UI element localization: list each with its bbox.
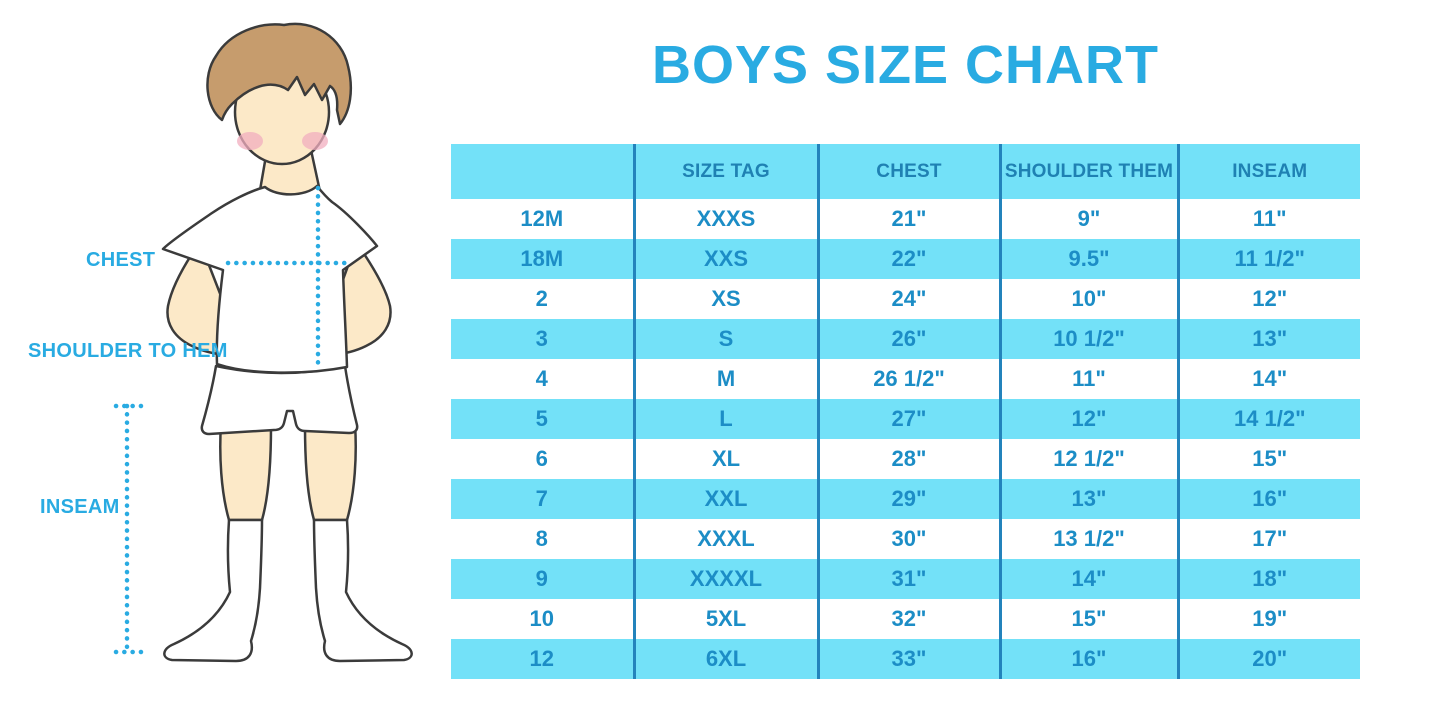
cell-size-tag: S: [632, 319, 818, 359]
table-row: 6 XL 28" 12 1/2" 15": [451, 439, 1360, 479]
cell-size: 7: [535, 486, 548, 511]
cell-size: 12: [529, 646, 554, 671]
cell-shoulder-hem: 14": [998, 559, 1178, 599]
cell-size-tag: M: [632, 359, 818, 399]
cell-shoulder-hem: 12": [998, 399, 1178, 439]
figure-blush-left: [237, 132, 263, 150]
cell-size: 10: [529, 606, 554, 631]
cell-chest: 30": [816, 519, 1000, 559]
cell-size: 9: [535, 566, 548, 591]
cell-inseam: 13": [1176, 319, 1360, 359]
cell-shoulder-hem: 9": [998, 199, 1178, 239]
cell-inseam: 14 1/2": [1176, 399, 1360, 439]
cell-inseam: 18": [1176, 559, 1360, 599]
cell-size: 4: [535, 366, 548, 391]
cell-chest: 21": [816, 199, 1000, 239]
chest-label: CHEST: [86, 249, 156, 271]
figure-hair: [206, 22, 352, 126]
cell-size-tag: 5XL: [632, 599, 818, 639]
table-row: 7 XXL 29" 13" 16": [451, 479, 1360, 519]
cell-size-tag: XXS: [632, 239, 818, 279]
header-cell-chest: CHEST: [816, 144, 1000, 199]
cell-inseam: 16": [1176, 479, 1360, 519]
cell-inseam: 19": [1176, 599, 1360, 639]
cell-chest: 27": [816, 399, 1000, 439]
header-cell-inseam: INSEAM: [1176, 144, 1360, 199]
cell-size-tag: XL: [632, 439, 818, 479]
cell-chest: 28": [816, 439, 1000, 479]
cell-shoulder-hem: 9.5": [998, 239, 1178, 279]
header-cell-size-tag: SIZE TAG: [632, 144, 818, 199]
page-title: BOYS SIZE CHART: [651, 35, 1160, 95]
cell-chest: 22": [816, 239, 1000, 279]
header-cell-shoulder-hem: SHOULDER THEM: [998, 144, 1178, 199]
cell-inseam: 11": [1176, 199, 1360, 239]
table-row: 3 S 26" 10 1/2" 13": [451, 319, 1360, 359]
cell-size: 5: [535, 406, 548, 431]
cell-size: 2: [535, 286, 548, 311]
cell-chest: 29": [816, 479, 1000, 519]
table-row: 9 XXXXL 31" 14" 18": [451, 559, 1360, 599]
cell-chest: 26": [816, 319, 1000, 359]
figure-blush-right: [302, 132, 328, 150]
cell-chest: 26 1/2": [816, 359, 1000, 399]
table-row: 18M XXS 22" 9.5" 11 1/2": [451, 239, 1360, 279]
cell-shoulder-hem: 10 1/2": [998, 319, 1178, 359]
table-header-row: SIZE TAG CHEST SHOULDER THEM INSEAM: [451, 144, 1360, 199]
cell-inseam: 12": [1176, 279, 1360, 319]
cell-size-tag: XXXXL: [632, 559, 818, 599]
cell-shoulder-hem: 10": [998, 279, 1178, 319]
cell-shoulder-hem: 13": [998, 479, 1178, 519]
table-row: 4 M 26 1/2" 11" 14": [451, 359, 1360, 399]
cell-inseam: 11 1/2": [1176, 239, 1360, 279]
table-row: 8 XXXL 30" 13 1/2" 17": [451, 519, 1360, 559]
cell-size-tag: L: [632, 399, 818, 439]
cell-chest: 24": [816, 279, 1000, 319]
cell-shoulder-hem: 16": [998, 639, 1178, 679]
table-row: 12M XXXS 21" 9" 11": [451, 199, 1360, 239]
cell-shoulder-hem: 11": [998, 359, 1178, 399]
size-table: SIZE TAG CHEST SHOULDER THEM INSEAM 12M …: [451, 144, 1360, 679]
cell-size-tag: XS: [632, 279, 818, 319]
figure-sock-left: [163, 518, 264, 663]
cell-size-tag: XXXS: [632, 199, 818, 239]
cell-inseam: 15": [1176, 439, 1360, 479]
figure-leg-right: [303, 422, 357, 522]
cell-shoulder-hem: 12 1/2": [998, 439, 1178, 479]
boy-illustration: [113, 22, 413, 663]
cell-chest: 31": [816, 559, 1000, 599]
cell-size: 12M: [520, 206, 564, 231]
figure-shorts: [200, 364, 359, 436]
cell-size-tag: 6XL: [632, 639, 818, 679]
figure-leg-left: [219, 422, 273, 522]
table-row: 10 5XL 32" 15" 19": [451, 599, 1360, 639]
figure-sock-right: [312, 518, 413, 663]
shoulder-to-hem-label: SHOULDER TO HEM: [28, 340, 228, 362]
table-row: 5 L 27" 12" 14 1/2": [451, 399, 1360, 439]
table-row: 2 XS 24" 10" 12": [451, 279, 1360, 319]
cell-size-tag: XXL: [632, 479, 818, 519]
cell-inseam: 20": [1176, 639, 1360, 679]
cell-size: 8: [535, 526, 548, 551]
cell-inseam: 14": [1176, 359, 1360, 399]
cell-inseam: 17": [1176, 519, 1360, 559]
cell-size: 3: [535, 326, 548, 351]
inseam-label: INSEAM: [40, 496, 120, 518]
cell-size: 18M: [520, 246, 564, 271]
figure-shirt: [161, 184, 379, 374]
cell-chest: 32": [816, 599, 1000, 639]
table-row: 12 6XL 33" 16" 20": [451, 639, 1360, 679]
cell-shoulder-hem: 13 1/2": [998, 519, 1178, 559]
cell-size-tag: XXXL: [632, 519, 818, 559]
cell-size: 6: [535, 446, 548, 471]
header-cell-size: [451, 144, 634, 199]
cell-chest: 33": [816, 639, 1000, 679]
cell-shoulder-hem: 15": [998, 599, 1178, 639]
